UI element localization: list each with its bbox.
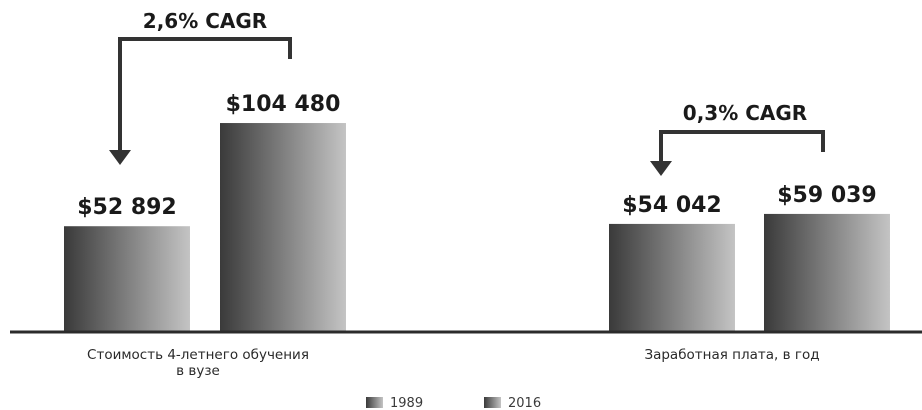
cagr-arrowhead-1 [109,150,131,165]
category-label-2-line-1: Заработная плата, в год [644,347,819,363]
bar-1989-salary [609,223,735,332]
value-label-1989-salary: $54 042 [622,193,722,218]
bar-1989-tuition [64,226,190,332]
cagr-bracket-1 [118,37,292,151]
cagr-bracket-2 [659,130,825,162]
bar-2016-salary [764,213,890,332]
category-label-1-line-2: в вузе [176,363,220,379]
cagr-label-1: 2,6% CAGR [143,9,267,33]
legend-swatch-2016 [484,397,501,408]
legend-label-2016: 2016 [508,396,541,410]
legend-swatch-1989 [366,397,383,408]
cagr-arrowhead-2 [650,161,672,176]
value-label-2016-tuition: $104 480 [226,92,341,117]
value-label-1989-tuition: $52 892 [77,195,177,220]
legend-label-1989: 1989 [390,396,423,410]
bar-2016-tuition [220,123,346,332]
category-label-1-line-1: Стоимость 4-летнего обучения [87,347,309,363]
cagr-label-2: 0,3% CAGR [683,101,807,125]
value-label-2016-salary: $59 039 [777,183,877,208]
